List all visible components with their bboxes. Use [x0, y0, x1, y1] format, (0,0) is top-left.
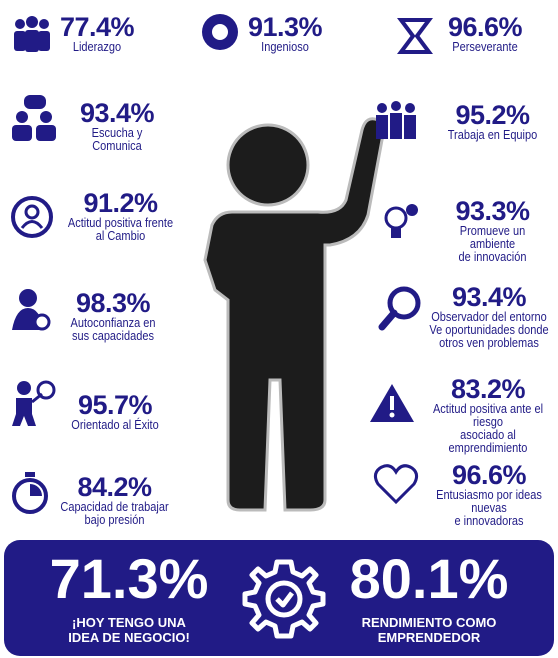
label-line: otros ven problemas	[439, 336, 539, 351]
item-icon	[14, 16, 50, 52]
label-line: Orientado al Éxito	[71, 418, 159, 432]
body	[203, 117, 385, 512]
label-line: Liderazgo	[72, 40, 122, 54]
item: 95.7% Orientado al Éxito	[60, 392, 170, 432]
banner-label: IDEA DE NEGOCIO!	[68, 630, 190, 645]
item-icon	[202, 14, 238, 50]
item: 93.3% Promueve un ambiente de innovación	[430, 198, 555, 264]
label-line: Observador del entorno	[431, 310, 547, 324]
percent: 93.4%	[79, 98, 155, 128]
percent: 95.7%	[77, 390, 153, 420]
item: 95.2% Trabaja en Equipo	[430, 102, 555, 142]
label-line: Escucha y Comunica	[91, 126, 143, 154]
item-icon	[384, 204, 418, 238]
item-icon	[373, 464, 419, 505]
banner-percent: 71.3%	[49, 547, 209, 610]
item: 93.4% Observador del entorno Ve oportunida…	[420, 284, 558, 350]
percent: 91.2%	[83, 188, 158, 218]
head	[226, 123, 310, 207]
item: 96.6% Perseverante	[430, 14, 540, 54]
item: 93.4% Escucha y Comunica	[62, 100, 172, 153]
item-icon	[12, 472, 48, 514]
summary-banner: 71.3% ¡HOY TENGO UNA IDEA DE NEGOCIO! 80.1%…	[4, 540, 554, 656]
item: 83.2% Actitud positiva ante el riesgo asoc…	[418, 376, 558, 456]
item: 96.6% Entusiasmo por ideas nuevas e innova…	[420, 462, 558, 528]
label-line: Promueve un ambiente	[459, 224, 526, 252]
item-icon	[378, 286, 421, 331]
label-line: Ingenioso	[261, 40, 309, 54]
label-line: Autoconfianza en	[70, 316, 156, 330]
gear-icon	[242, 559, 326, 639]
banner-percent: 80.1%	[349, 547, 509, 610]
banner-label: ¡HOY TENGO UNA	[72, 615, 186, 630]
percent: 93.3%	[455, 196, 530, 226]
banner-label: RENDIMIENTO COMO	[361, 615, 497, 630]
percent: 77.4%	[59, 12, 135, 42]
item-icon	[11, 196, 53, 238]
silhouette	[203, 117, 385, 512]
item: 77.4% Liderazgo	[52, 14, 142, 54]
item: 84.2% Capacidad de trabajar bajo presión	[52, 474, 177, 527]
item: 98.3% Autoconfianza en sus capacidades	[58, 290, 168, 343]
item-icon	[12, 95, 56, 141]
label-line: Capacidad de trabajar	[60, 500, 169, 514]
label-line: asociado al emprendimiento	[448, 428, 528, 456]
percent: 96.6%	[447, 12, 523, 42]
label-line: Actitud positiva frente	[67, 216, 174, 230]
percent: 91.3%	[247, 12, 323, 42]
label-line: Trabaja en Equipo	[447, 128, 538, 142]
label-line: Ve oportunidades donde	[429, 323, 549, 338]
item: 91.2% Actitud positiva frente al Cambio	[58, 190, 183, 243]
label-line: de innovación	[458, 250, 527, 265]
item-icon	[397, 18, 433, 54]
item: 91.3% Ingenioso	[240, 14, 330, 54]
percent: 83.2%	[450, 374, 526, 404]
percent: 96.6%	[451, 460, 527, 490]
label-line: e innovadoras	[454, 514, 524, 529]
percent: 95.2%	[455, 100, 530, 130]
percent: 93.4%	[451, 282, 527, 312]
item-icon	[12, 289, 51, 331]
label-line: sus capacidades	[72, 329, 154, 344]
item-icon	[12, 380, 56, 426]
label-line: Perseverante	[452, 40, 518, 54]
percent: 84.2%	[77, 472, 152, 502]
item-icon	[376, 101, 416, 139]
banner-label: EMPRENDEDOR	[377, 630, 481, 645]
label-line: bajo presión	[84, 513, 145, 528]
item-icon	[370, 384, 414, 422]
percent: 98.3%	[75, 288, 151, 318]
label-line: Entusiasmo por ideas nuevas	[436, 488, 542, 516]
label-line: al Cambio	[95, 229, 146, 244]
label-line: Actitud positiva ante el riesgo	[432, 402, 544, 430]
